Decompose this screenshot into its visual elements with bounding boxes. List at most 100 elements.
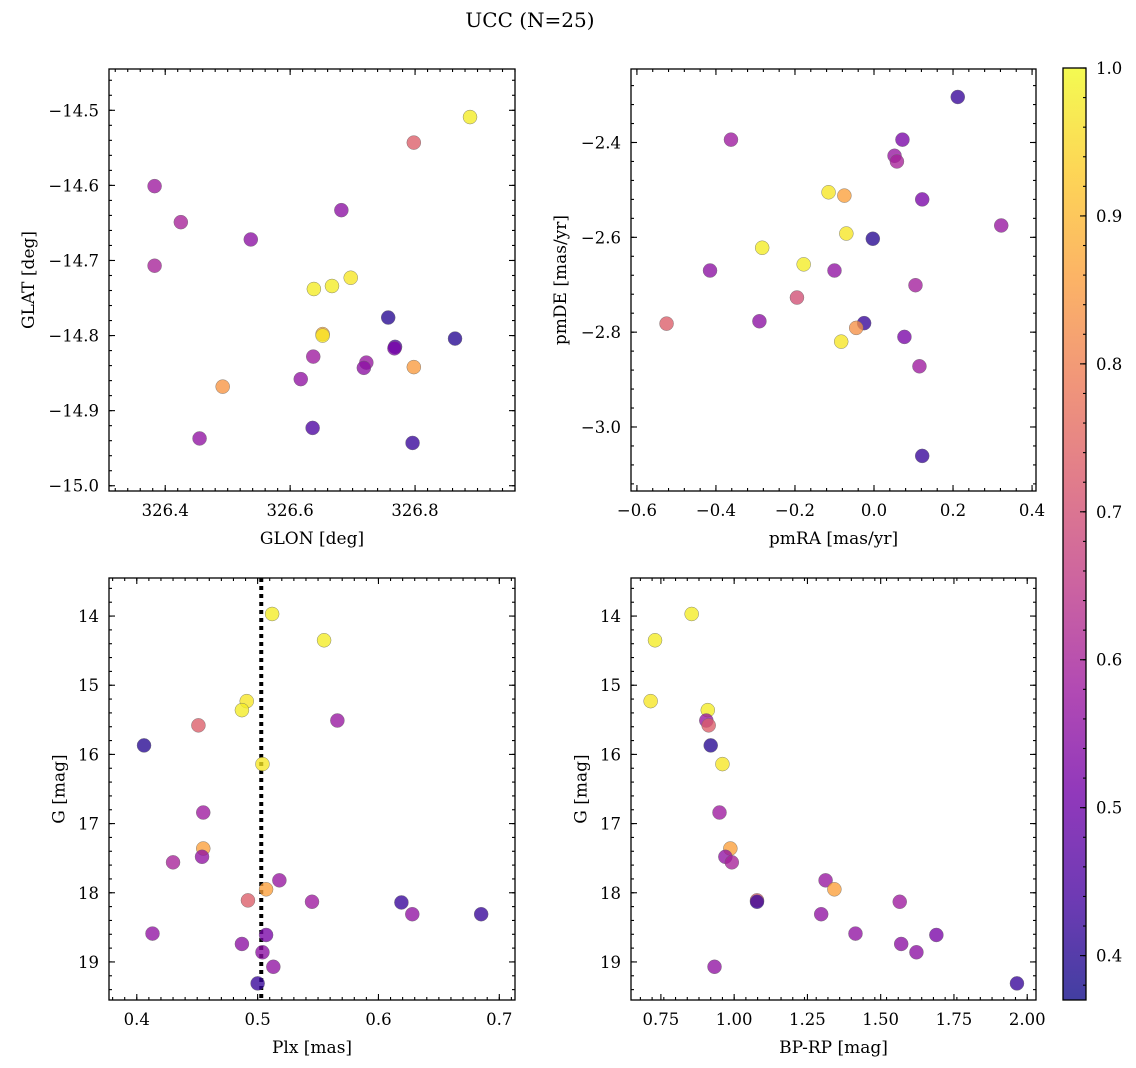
y-tick-label: 18	[600, 884, 621, 903]
scatter-point	[255, 945, 270, 960]
scatter-point	[789, 290, 805, 305]
y-axis-label: pmDE [mas/yr]	[551, 215, 571, 345]
x-tick-label: 2.00	[1009, 1010, 1046, 1029]
scatter-point	[724, 855, 740, 870]
scatter-point	[849, 320, 864, 336]
scatter-point	[827, 882, 842, 897]
scatter-point	[136, 738, 152, 753]
x-tick-label: −0.2	[775, 501, 815, 520]
scatter-point	[243, 232, 258, 247]
axes-frame	[108, 577, 516, 1001]
scatter-point	[191, 718, 206, 733]
y-tick-label: −14.5	[48, 101, 99, 120]
y-tick-label: 17	[78, 815, 99, 834]
panel-pmra-pmde: −0.6 −0.4 −0.2 0.0 0.2 0.4 −2.4 −2.6 −2.8 −3.0 pmR…	[551, 68, 1045, 549]
scatter-point	[304, 894, 320, 909]
axes-frame	[108, 68, 516, 492]
y-tick-label: 14	[78, 607, 99, 626]
y-tick-label: −14.7	[48, 251, 99, 270]
scatter-point	[715, 756, 730, 772]
scatter-point	[145, 926, 160, 941]
scatter-point	[405, 907, 420, 922]
scatter-point	[334, 202, 349, 218]
colorbar-tick-label: 1.0	[1096, 59, 1122, 78]
scatter-point	[895, 132, 910, 147]
scatter-point	[915, 192, 930, 207]
scatter-point	[994, 218, 1009, 233]
scatter-point	[834, 334, 849, 349]
scatter-point	[889, 154, 905, 169]
scatter-point	[912, 359, 927, 374]
scatter-point	[258, 927, 274, 943]
y-tick-label: −2.6	[581, 228, 621, 247]
x-axis-label: BP-RP [mag]	[779, 1038, 888, 1058]
scatter-point	[255, 756, 270, 772]
x-tick-label: 326.8	[391, 501, 438, 520]
scatter-point	[712, 805, 727, 820]
scatter-point	[306, 349, 321, 364]
scatter-point	[293, 371, 308, 387]
scatter-point	[264, 606, 280, 622]
scatter-point	[473, 907, 489, 922]
scatter-point	[929, 927, 944, 943]
x-axis-label: GLON [deg]	[260, 529, 364, 549]
scatter-point	[723, 132, 739, 147]
scatter-point	[752, 314, 767, 329]
scatter-point	[324, 278, 340, 294]
scatter-point	[147, 178, 162, 194]
x-tick-label: 1.25	[789, 1010, 826, 1029]
panel-glon-glat: 326.4 326.6 326.8 −14.5 −14.6 −14.7 −14.8 −14.9…	[19, 68, 516, 549]
scatter-point	[192, 431, 207, 446]
scatter-point	[250, 976, 265, 991]
scatter-point	[754, 240, 770, 255]
scatter-point	[406, 359, 422, 375]
scatter-point	[356, 360, 372, 376]
x-tick-label: 0.5	[245, 1010, 271, 1029]
scatter-point	[893, 936, 909, 952]
colorbar-tick-label: 0.6	[1096, 651, 1122, 670]
y-axis-label: GLAT [deg]	[19, 231, 39, 329]
scatter-point	[643, 693, 658, 709]
scatter-point	[316, 633, 332, 648]
scatter-point	[165, 855, 181, 870]
scatter-point	[749, 894, 765, 909]
x-tick-label: −0.6	[617, 501, 657, 520]
scatter-point	[272, 873, 287, 888]
y-tick-label: 16	[600, 745, 621, 764]
y-tick-label: 19	[78, 953, 99, 972]
scatter-point	[702, 263, 718, 278]
scatter-point	[707, 959, 722, 974]
x-tick-label: 0.7	[486, 1010, 512, 1029]
colorbar-tick-label: 0.8	[1096, 355, 1122, 374]
scatter-point	[818, 873, 833, 888]
y-tick-label: 14	[600, 607, 621, 626]
scatter-point	[892, 894, 907, 909]
scatter-point	[837, 188, 852, 203]
scatter-point	[848, 926, 863, 941]
x-tick-label: 1.00	[716, 1010, 753, 1029]
scatter-point	[306, 281, 322, 297]
scatter-point	[865, 231, 881, 246]
scatter-point	[1009, 976, 1025, 991]
scatter-point	[462, 109, 478, 125]
scatter-point	[266, 959, 281, 974]
scatter-point	[701, 718, 716, 733]
scatter-point	[647, 633, 663, 648]
colorbar: 0.4 0.5 0.6 0.7 0.8 0.9 1.0	[1062, 59, 1122, 1001]
scatter-point	[659, 316, 674, 331]
colorbar-tick-label: 0.4	[1096, 947, 1122, 966]
x-axis-label: Plx [mas]	[272, 1038, 352, 1058]
x-tick-label: 0.75	[643, 1010, 680, 1029]
axes-frame	[630, 577, 1037, 1001]
x-tick-label: 0.4	[124, 1010, 150, 1029]
scatter-point	[194, 849, 210, 864]
scatter-point	[703, 738, 718, 753]
panel-bprp-g: 0.75 1.00 1.25 1.50 1.75 2.00 14 15 16 17 18 19 BP-R…	[572, 577, 1046, 1058]
y-axis-label: G [mag]	[572, 754, 592, 823]
scatter-point	[908, 278, 923, 293]
scatter-point	[215, 379, 230, 394]
scatter-point	[234, 702, 250, 718]
colorbar-frame	[1062, 67, 1087, 1001]
y-tick-label: −2.4	[581, 133, 621, 152]
scatter-point	[897, 329, 912, 345]
